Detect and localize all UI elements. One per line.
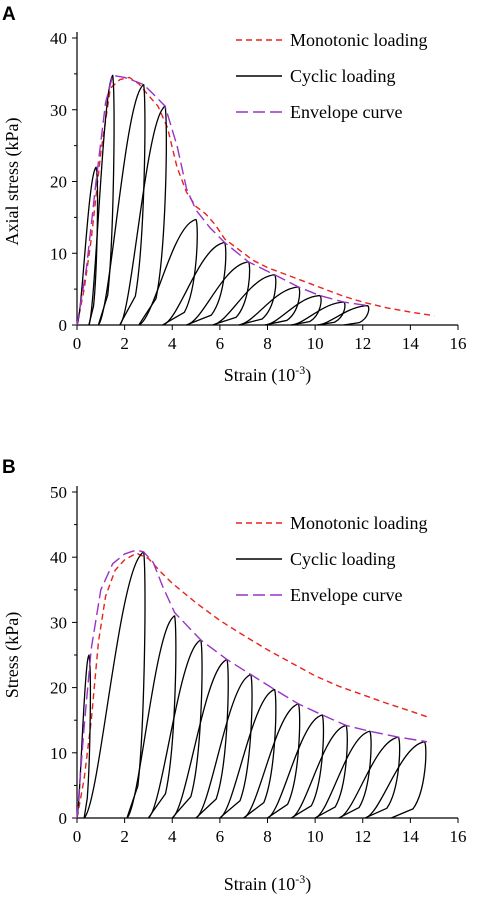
- panel-a-x-tick-label: 14: [402, 334, 420, 353]
- panel-a-letter: A: [2, 4, 16, 25]
- panel-b-cyclic-loop: [314, 730, 372, 819]
- panel-b-cyclic-loop: [171, 658, 229, 819]
- panel-b-cyclic-loop: [83, 551, 146, 819]
- panel-b-cyclic-loop: [219, 688, 277, 819]
- panel-a-legend-monotonic-loading-label: Monotonic loading: [290, 30, 428, 50]
- panel-b-x-axis-title-main: Strain (10: [224, 874, 296, 895]
- panel-a-y-tick-label: 0: [59, 316, 68, 335]
- panel-a-y-axis-title: Axial stress (kPa): [2, 118, 23, 246]
- panel-b-x-tick-label: 4: [168, 827, 177, 846]
- panel-a-y-tick-label: 40: [50, 29, 67, 48]
- panel-b-monotonic-loading-line: [76, 552, 430, 819]
- panel-b-x-tick-label: 10: [307, 827, 324, 846]
- panel-a-x-axis-title-close: ): [305, 365, 311, 386]
- panel-a-chart: A 0 2 4 6 8 10 12 14 16 0 10 20 30 40 Strain (10-3) Axi…: [2, 4, 467, 386]
- panel-b-legend-envelope-curve-label: Envelope curve: [290, 585, 402, 605]
- panel-a-y-tick-label: 10: [50, 244, 67, 263]
- panel-b-x-tick-label: 2: [120, 827, 129, 846]
- panel-b-cyclic-loop: [126, 615, 177, 819]
- panel-a-x-tick-label: 4: [168, 334, 177, 353]
- panel-a-envelope-curve-line: [76, 74, 368, 326]
- panel-a-x-axis-title-exponent: -3: [295, 363, 305, 377]
- panel-a-y-tick-label: 30: [50, 101, 67, 120]
- panel-b-x-tick-label: 16: [450, 827, 467, 846]
- panel-b-y-tick-label: 0: [59, 809, 68, 828]
- panel-b-cyclic-loop: [338, 736, 401, 819]
- panel-b-x-tick-label: 14: [402, 827, 420, 846]
- panel-a-x-tick-label: 12: [354, 334, 371, 353]
- panel-a-x-axis-title: Strain (10-3): [224, 363, 312, 386]
- panel-b-x-axis-title-exponent: -3: [295, 872, 305, 886]
- panel-b-x-tick-label: 12: [354, 827, 371, 846]
- panel-a-y-tick-label: 20: [50, 173, 67, 192]
- panel-b-x-tick-label: 8: [263, 827, 272, 846]
- panel-a-x-tick-label: 2: [120, 334, 129, 353]
- panel-b-y-tick-label: 10: [50, 744, 67, 763]
- panel-b-y-tick-label: 30: [50, 613, 67, 632]
- panel-a-monotonic-loading-line: [76, 76, 435, 326]
- panel-b-envelope-curve-line: [76, 549, 428, 819]
- panel-b-y-tick-label: 20: [50, 679, 67, 698]
- panel-a-x-tick-label: 0: [73, 334, 82, 353]
- panel-a-legend-envelope-curve-label: Envelope curve: [290, 102, 402, 122]
- panel-b-x-tick-label: 6: [216, 827, 225, 846]
- panel-a-cyclic-loop: [162, 241, 227, 326]
- panel-b-letter: B: [2, 457, 16, 478]
- panel-a-cyclic-loop: [76, 166, 99, 326]
- panel-a-x-tick-label: 8: [263, 334, 272, 353]
- panel-a-legend-cyclic-loading-label: Cyclic loading: [290, 66, 395, 86]
- panel-a-cyclic-loop: [88, 74, 115, 326]
- panel-a-x-tick-label: 6: [216, 334, 225, 353]
- panel-b-y-tick-label: 40: [50, 548, 67, 567]
- panel-a-cyclic-loop: [238, 286, 301, 326]
- panel-a-cyclic-loop: [97, 83, 146, 326]
- panel-a-cyclic-loop: [186, 261, 251, 326]
- panel-b-x-axis-title: Strain (10-3): [224, 872, 312, 895]
- panel-b-x-axis-title-close: ): [305, 874, 311, 895]
- panel-a-cyclic-loop: [138, 218, 198, 326]
- panel-b-cyclic-loop: [195, 673, 253, 819]
- panel-b-x-tick-label: 0: [73, 827, 82, 846]
- panel-a-x-tick-label: 16: [450, 334, 467, 353]
- panel-b-y-axis-title: Stress (kPa): [2, 612, 23, 699]
- panel-a-x-tick-label: 10: [307, 334, 324, 353]
- panel-a-cyclic-loop: [264, 294, 322, 326]
- panel-b-cyclic-loop: [267, 714, 325, 819]
- panel-b-cyclic-loop: [76, 654, 92, 819]
- panel-a-cyclic-loop: [317, 304, 370, 326]
- panel-b-y-tick-label: 50: [50, 483, 67, 502]
- panel-b-cyclic-loop: [364, 741, 427, 819]
- panel-a-x-axis-title-main: Strain (10: [224, 365, 296, 386]
- panel-b-legend-monotonic-loading-label: Monotonic loading: [290, 513, 428, 533]
- panel-b-legend-cyclic-loading-label: Cyclic loading: [290, 549, 395, 569]
